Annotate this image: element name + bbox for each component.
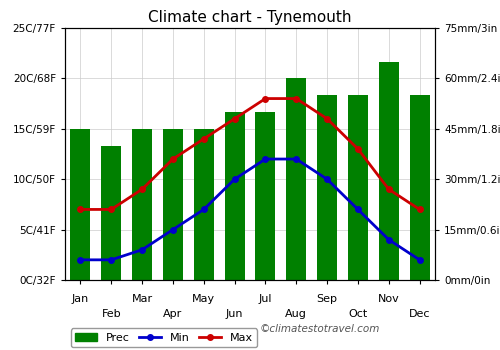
Bar: [132, 129, 152, 280]
Bar: [378, 62, 399, 280]
Bar: [163, 129, 183, 280]
Bar: [348, 95, 368, 280]
Text: Sep: Sep: [316, 294, 338, 304]
Bar: [70, 129, 90, 280]
Text: May: May: [192, 294, 216, 304]
Text: Dec: Dec: [409, 309, 430, 319]
Text: Nov: Nov: [378, 294, 400, 304]
Legend: Prec, Min, Max: Prec, Min, Max: [70, 328, 258, 347]
Text: Jul: Jul: [258, 294, 272, 304]
Text: Jan: Jan: [72, 294, 89, 304]
Text: Apr: Apr: [164, 309, 182, 319]
Text: Jun: Jun: [226, 309, 244, 319]
Text: Feb: Feb: [102, 309, 121, 319]
Bar: [317, 95, 337, 280]
Bar: [224, 112, 244, 280]
Bar: [194, 129, 214, 280]
Bar: [256, 112, 276, 280]
Text: ©climatestotravel.com: ©climatestotravel.com: [260, 324, 380, 334]
Text: Aug: Aug: [286, 309, 307, 319]
Text: Mar: Mar: [132, 294, 152, 304]
Bar: [101, 146, 121, 280]
Text: Oct: Oct: [348, 309, 368, 319]
Title: Climate chart - Tynemouth: Climate chart - Tynemouth: [148, 10, 352, 26]
Bar: [410, 95, 430, 280]
Bar: [286, 78, 306, 280]
